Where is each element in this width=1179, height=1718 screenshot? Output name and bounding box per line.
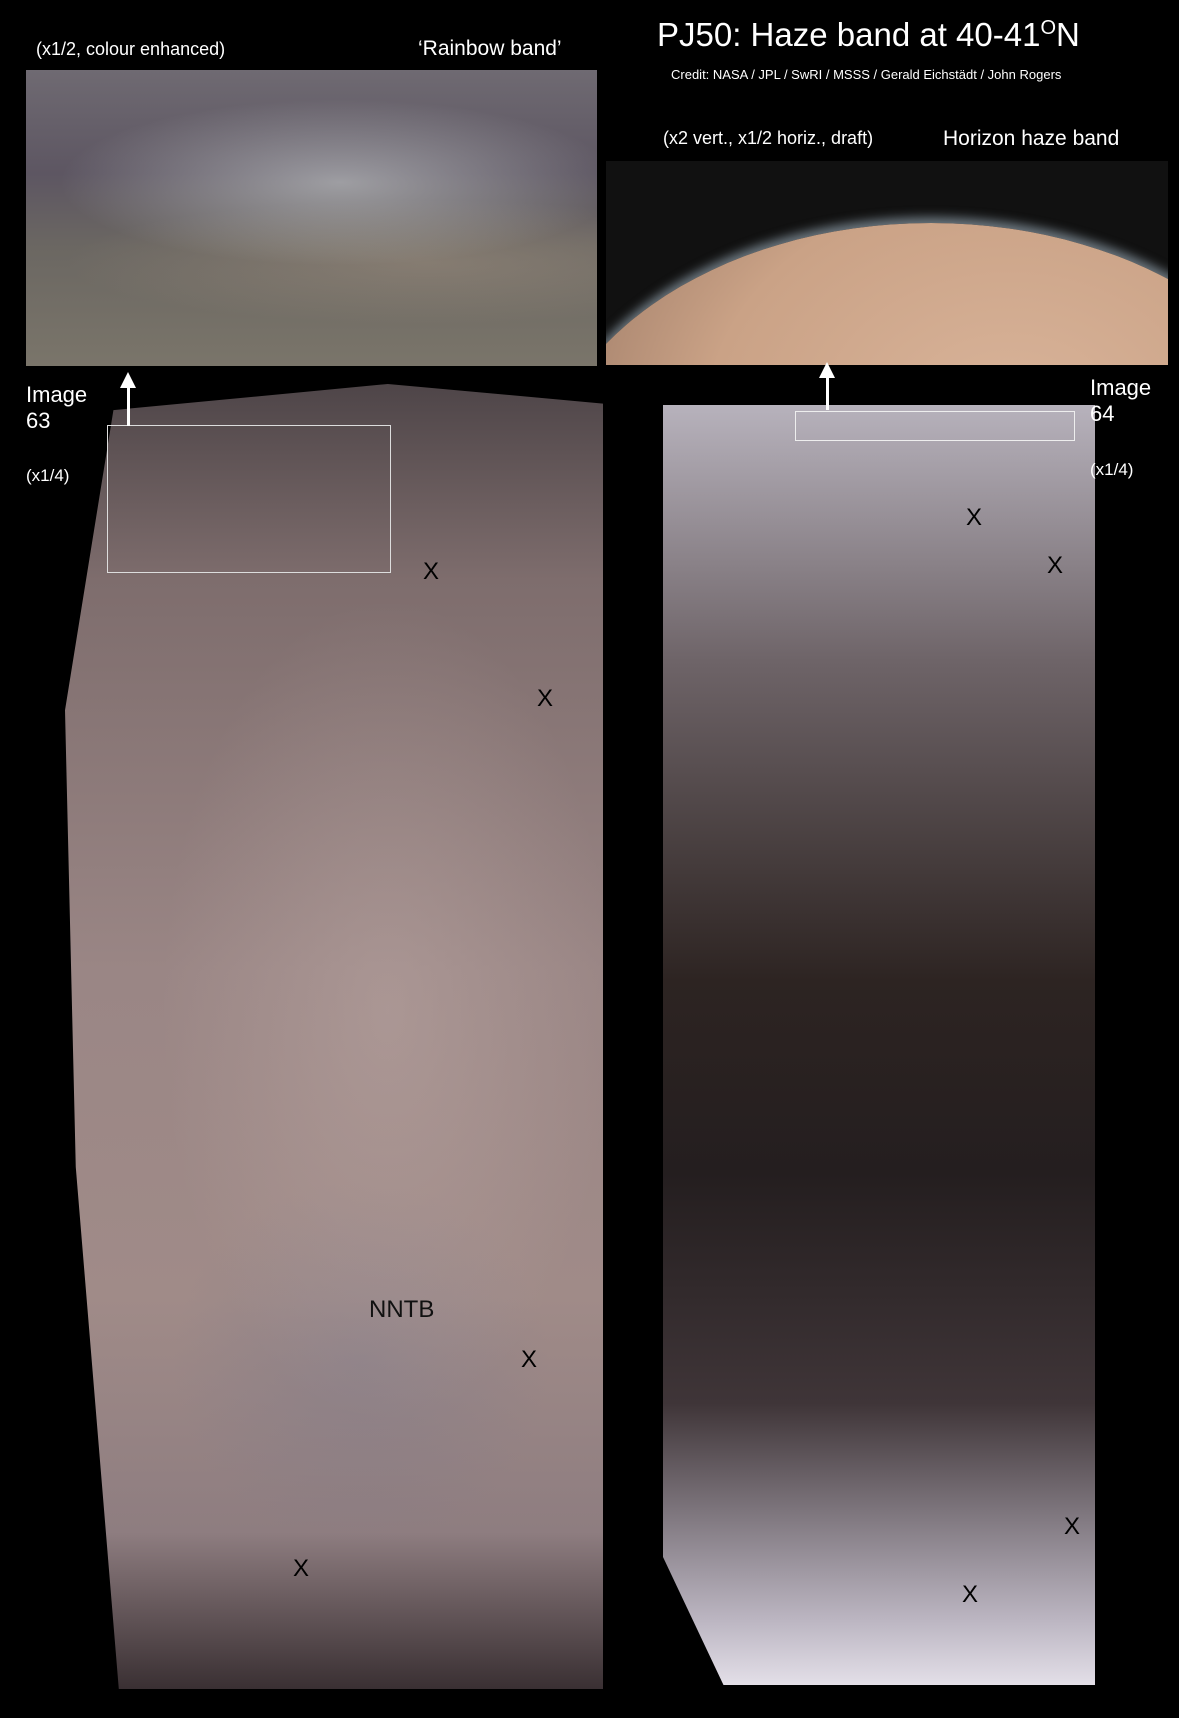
image-64-label-line1: Image xyxy=(1090,375,1151,401)
title-tail: N xyxy=(1056,16,1080,53)
image-64-crop-box xyxy=(795,411,1075,441)
haze-marker: X xyxy=(423,560,439,584)
image-63-label-line1: Image xyxy=(26,382,87,408)
inset-left-name-label: ‘Rainbow band’ xyxy=(418,37,562,61)
horizon-haze-inset-image xyxy=(606,161,1168,365)
nntb-label: NNTB xyxy=(369,1296,434,1324)
image-63-label: Image 63 xyxy=(26,382,87,434)
title-superscript: O xyxy=(1040,17,1056,39)
rainbow-band-inset-image xyxy=(26,70,597,366)
haze-marker: X xyxy=(962,1583,978,1607)
image-63-scale: (x1/4) xyxy=(26,466,69,486)
haze-marker: X xyxy=(1064,1515,1080,1539)
planet-limb xyxy=(606,223,1168,365)
haze-marker: X xyxy=(521,1348,537,1372)
image-63-panel xyxy=(65,384,603,1689)
image-64-label-line2: 64 xyxy=(1090,401,1151,427)
image-63-crop-box xyxy=(107,425,391,573)
inset-left-scale-label: (x1/2, colour enhanced) xyxy=(36,39,225,60)
inset-right-scale-label: (x2 vert., x1/2 horiz., draft) xyxy=(663,128,873,149)
arrow-up-icon xyxy=(127,386,130,426)
title-text: PJ50: Haze band at 40-41 xyxy=(657,16,1040,53)
image-64-label: Image 64 xyxy=(1090,375,1151,427)
haze-marker: X xyxy=(966,506,982,530)
page-title: PJ50: Haze band at 40-41ON xyxy=(657,16,1080,54)
image-64-scale: (x1/4) xyxy=(1090,460,1133,480)
image-63-label-line2: 63 xyxy=(26,408,87,434)
credit-line: Credit: NASA / JPL / SwRI / MSSS / Geral… xyxy=(671,67,1061,82)
inset-right-name-label: Horizon haze band xyxy=(943,127,1119,151)
haze-marker: X xyxy=(1047,554,1063,578)
image-64-panel xyxy=(663,405,1095,1685)
haze-marker: X xyxy=(537,687,553,711)
arrow-up-icon xyxy=(826,376,829,410)
haze-marker: X xyxy=(293,1557,309,1581)
